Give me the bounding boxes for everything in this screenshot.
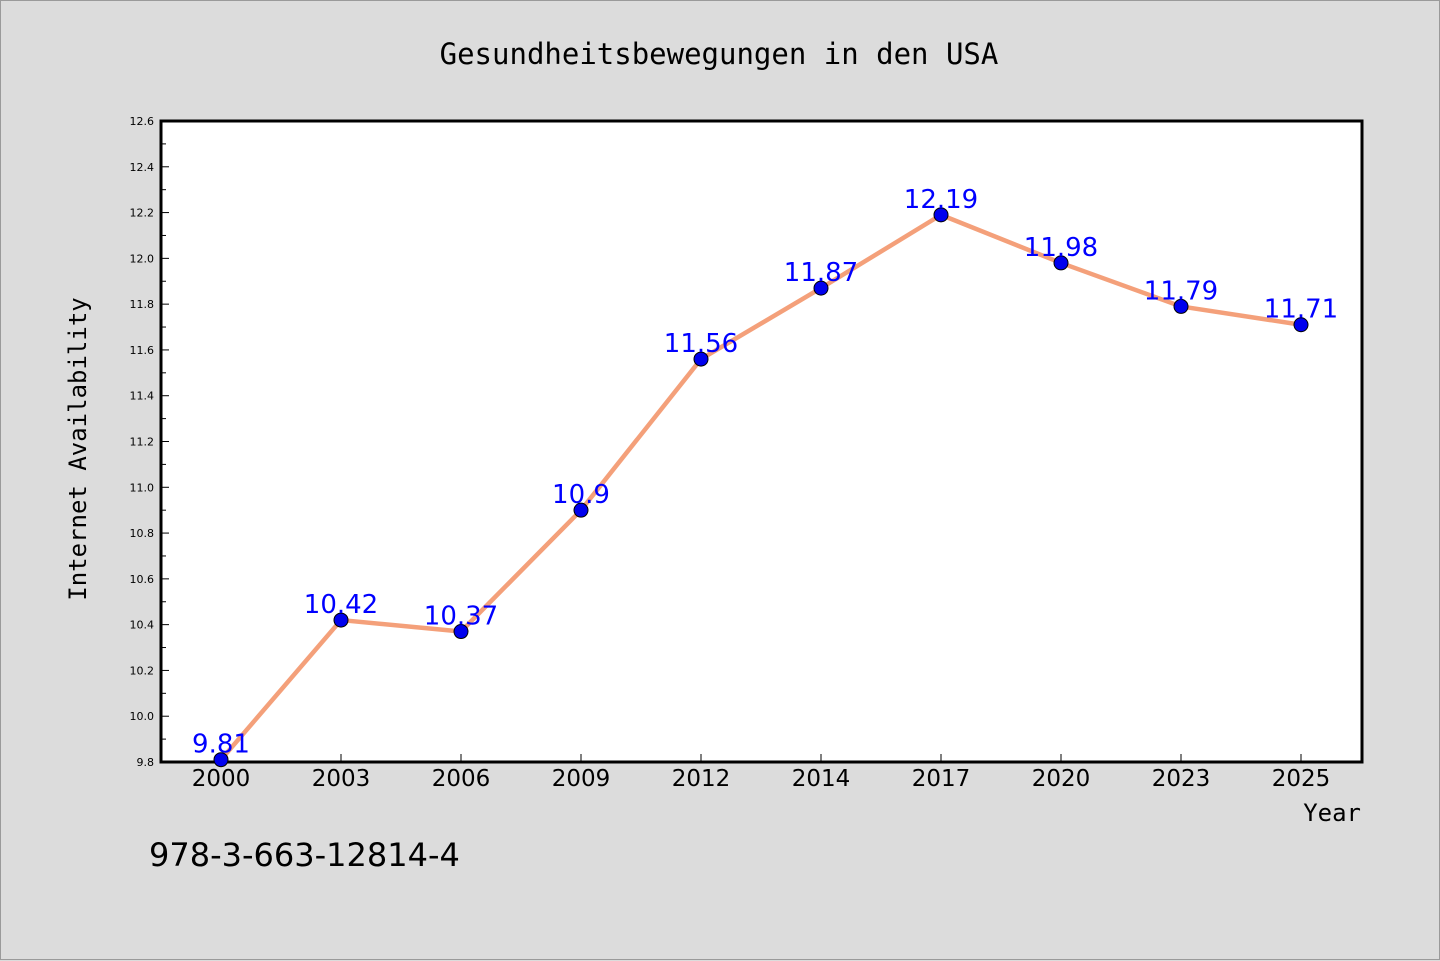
data-point xyxy=(1053,255,1069,271)
series-line xyxy=(219,212,1302,762)
x-axis: 2000 2003 2006 2009 2012 2014 2017 2020 2023 2025 xyxy=(192,754,1331,792)
y-tick-label: 10.4 xyxy=(130,619,155,632)
y-tick-label: 11.0 xyxy=(130,481,155,494)
data-label: 11.71 xyxy=(1264,295,1338,325)
y-axis-title: Internet Availability xyxy=(64,297,92,600)
data-markers xyxy=(213,207,1309,768)
x-tick-label: 2020 xyxy=(1032,766,1091,792)
y-tick-label: 11.8 xyxy=(130,298,155,311)
data-point xyxy=(933,207,949,223)
y-axis: 9.8 10.0 10.2 10.4 10.6 10.8 11.0 11.2 11.4 11.6 1… xyxy=(130,115,169,769)
x-tick-label: 2023 xyxy=(1152,766,1211,792)
y-tick-label: 11.6 xyxy=(130,344,155,357)
data-label: 11.56 xyxy=(664,329,738,359)
y-tick-label: 10.8 xyxy=(130,527,155,540)
y-tick-label: 9.8 xyxy=(137,756,155,769)
data-point xyxy=(1173,298,1189,314)
data-point xyxy=(693,351,709,367)
x-tick-label: 2003 xyxy=(312,766,371,792)
x-axis-title: Year xyxy=(1303,799,1361,827)
x-tick-label: 2006 xyxy=(432,766,491,792)
y-tick-label: 10.2 xyxy=(130,664,155,677)
data-label: 9.81 xyxy=(192,730,250,760)
data-point xyxy=(453,624,469,640)
data-point xyxy=(813,280,829,296)
data-label: 10.37 xyxy=(424,602,498,632)
y-tick-label: 12.0 xyxy=(130,252,155,265)
y-tick-label: 12.4 xyxy=(130,161,155,174)
data-point xyxy=(213,752,229,768)
data-point xyxy=(333,612,349,628)
y-tick-label: 12.6 xyxy=(130,115,155,128)
y-tick-label: 11.4 xyxy=(130,390,155,403)
chart-title: Gesundheitsbewegungen in den USA xyxy=(440,37,999,71)
data-label: 11.98 xyxy=(1024,233,1098,263)
y-tick-label: 11.2 xyxy=(130,436,155,449)
x-tick-label: 2012 xyxy=(672,766,731,792)
y-tick-label: 12.2 xyxy=(130,207,155,220)
plot-area xyxy=(159,119,1364,764)
x-tick-label: 2025 xyxy=(1272,766,1331,792)
isbn-text: 978-3-663-12814-4 xyxy=(149,836,460,874)
data-label: 11.87 xyxy=(784,258,858,288)
data-label: 12.19 xyxy=(904,185,978,215)
data-point xyxy=(573,502,589,518)
data-point xyxy=(1293,317,1309,333)
data-label: 10.9 xyxy=(552,480,610,510)
y-tick-label: 10.0 xyxy=(130,710,155,723)
data-label: 11.79 xyxy=(1144,276,1218,306)
x-tick-label: 2017 xyxy=(912,766,971,792)
x-tick-label: 2014 xyxy=(792,766,851,792)
y-tick-label: 10.6 xyxy=(130,573,155,586)
data-label: 10.42 xyxy=(304,590,378,620)
data-labels: 9.81 10.42 10.37 10.9 11.56 11.87 12.19 11.98 11… xyxy=(192,185,1338,760)
x-tick-label: 2000 xyxy=(192,766,251,792)
x-tick-label: 2009 xyxy=(552,766,611,792)
